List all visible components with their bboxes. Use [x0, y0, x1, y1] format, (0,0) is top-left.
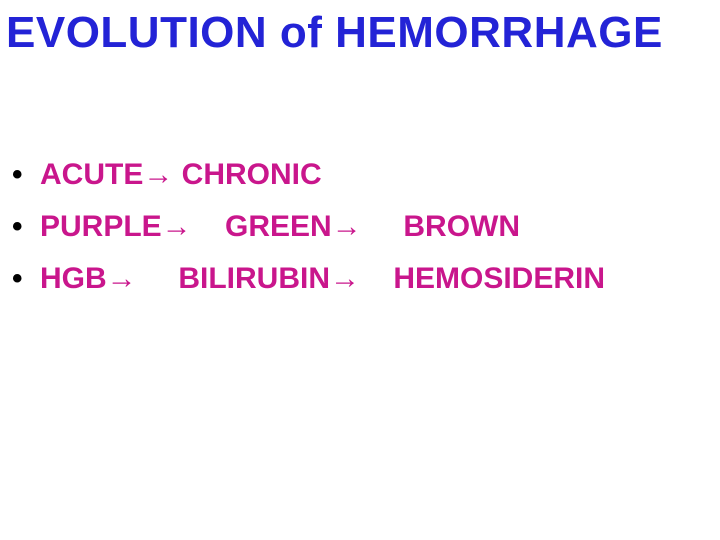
list-item: • HGB→ BILIRUBIN→ HEMOSIDERIN: [12, 262, 605, 306]
list-item: • PURPLE→ GREEN→ BROWN: [12, 210, 605, 254]
bullet-text: PURPLE→ GREEN→ BROWN: [40, 210, 520, 244]
slide-title: EVOLUTION of HEMORRHAGE: [6, 8, 663, 58]
bullet-dot: •: [12, 158, 40, 192]
slide: EVOLUTION of HEMORRHAGE • ACUTE→ CHRONIC…: [0, 0, 720, 540]
list-item: • ACUTE→ CHRONIC: [12, 158, 605, 202]
bullet-list: • ACUTE→ CHRONIC • PURPLE→ GREEN→ BROWN …: [12, 158, 605, 314]
bullet-dot: •: [12, 210, 40, 244]
bullet-dot: •: [12, 262, 40, 296]
bullet-text: ACUTE→ CHRONIC: [40, 158, 322, 192]
bullet-text: HGB→ BILIRUBIN→ HEMOSIDERIN: [40, 262, 605, 296]
